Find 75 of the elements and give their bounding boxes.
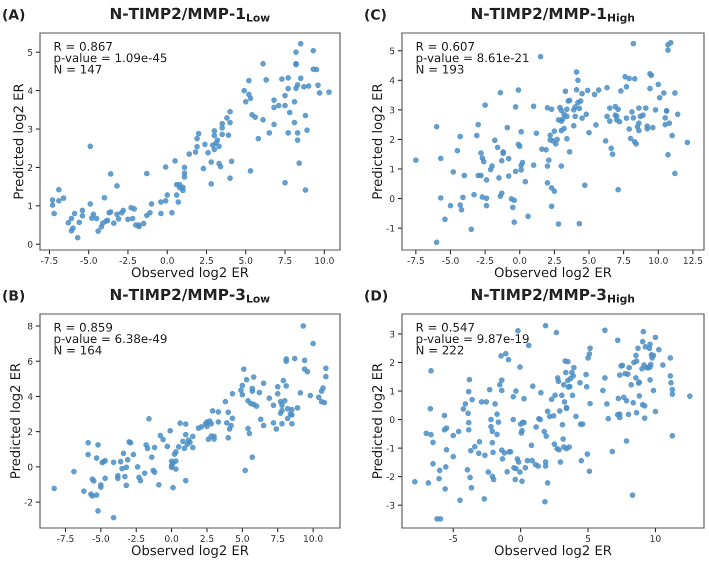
x-tick-label: 7.5 [617, 257, 630, 264]
chart-title: N-TIMP2/MMP-3$_{Low}$ [110, 288, 270, 303]
text: (B) [3, 290, 24, 302]
x-tick-label: 2.5 [200, 257, 213, 264]
x-tick-label: 2.5 [548, 257, 561, 264]
y-tick-label: 3 [390, 330, 394, 338]
y-tick-label: 2 [28, 428, 32, 436]
x-tick-label: 2.5 [200, 535, 214, 542]
x-tick-label: -7.5 [41, 257, 58, 264]
x-tick-label: -5 [449, 535, 457, 542]
x-tick-label: 10 [650, 535, 661, 542]
x-tick-label: 5.0 [582, 257, 596, 264]
y-tick-label: 1 [390, 388, 394, 394]
y-tick-label: 0 [28, 464, 32, 470]
annotation: R = 0.607 p-value = 8.61e-21 N = 193 [416, 42, 528, 74]
x-tick-label: 0.0 [165, 535, 178, 542]
y-tick-label: 8 [28, 322, 32, 330]
y-tick-label: 0 [390, 416, 394, 424]
y-tick-label: 4 [390, 77, 395, 84]
chart-title: N-TIMP2/MMP-1$_{Low}$ [110, 8, 270, 22]
x-tick-label: -5.0 [92, 535, 110, 542]
x-axis-title: Observed log2 ER [132, 267, 249, 280]
y-tick-label: -1 [386, 444, 394, 452]
y-tick-label: 1 [390, 166, 394, 172]
x-tick-label: -7.5 [57, 535, 74, 542]
y-tick-label: 5 [390, 48, 394, 54]
x-tick-label: 0 [518, 535, 523, 542]
x-tick-label: -5.0 [80, 257, 97, 264]
text: (D) [365, 290, 388, 302]
y-tick-label: -2 [386, 473, 394, 480]
x-tick-label: -7.5 [407, 257, 424, 264]
x-axis-title: Observed log2 ER [132, 545, 249, 558]
x-tick-label: 10.0 [315, 257, 334, 264]
chart-title: N-TIMP2/MMP-1$_{High}$ [472, 8, 634, 24]
x-tick-label: 7.5 [271, 535, 284, 542]
y-tick-label: 2 [28, 164, 32, 171]
y-tick-label: -2 [24, 498, 32, 506]
x-tick-label: -5.0 [442, 257, 459, 264]
y-tick-label: 2 [390, 136, 394, 143]
y-tick-label: 3 [28, 126, 32, 133]
y-tick-label: 2 [390, 359, 394, 366]
x-tick-label: 10.0 [304, 535, 323, 542]
x-tick-label: 10.0 [649, 257, 668, 264]
y-axis-title: Predicted log2 ER [10, 363, 23, 478]
y-tick-label: 0 [390, 195, 394, 202]
x-tick-label: 5.0 [236, 535, 249, 542]
y-axis-title: Predicted log2 ER [372, 363, 385, 478]
x-tick-label: -2.5 [128, 535, 144, 542]
y-tick-label: 0 [28, 240, 32, 248]
x-tick-label: 5 [586, 535, 590, 542]
text: (C) [365, 9, 386, 22]
y-tick-label: -1 [386, 224, 394, 232]
annotation: R = 0.547 p-value = 9.87e-19 N = 222 [416, 322, 529, 354]
y-tick-label: 4 [28, 393, 33, 400]
y-tick-label: 3 [390, 106, 394, 114]
y-tick-label: -3 [386, 502, 394, 509]
x-tick-label: 0.0 [513, 257, 526, 264]
x-tick-label: 0.0 [160, 257, 174, 264]
x-axis-title: Observed log2 ER [494, 545, 612, 558]
chart-title: N-TIMP2/MMP-3$_{High}$ [472, 288, 634, 305]
y-tick-label: 6 [28, 358, 32, 365]
annotation: R = 0.867 p-value = 1.09e-45 N = 147 [54, 42, 166, 74]
y-axis-title: Predicted log2 ER [13, 84, 26, 198]
y-axis-title: Predicted log2 ER [372, 84, 385, 198]
x-tick-label: -2.5 [120, 257, 136, 264]
annotation: R = 0.859 p-value = 6.38e-49 N = 164 [54, 322, 167, 355]
y-tick-label: 4 [28, 87, 33, 94]
x-tick-label: 12.5 [684, 257, 702, 264]
y-tick-label: 5 [28, 49, 32, 56]
text: (A) [3, 9, 24, 22]
x-axis-title: Observed log2 ER [494, 267, 612, 280]
x-tick-label: -2.5 [476, 257, 494, 264]
y-tick-label: 1 [28, 202, 32, 210]
x-tick-label: 7.5 [278, 257, 292, 264]
x-tick-label: 5.0 [239, 257, 252, 264]
